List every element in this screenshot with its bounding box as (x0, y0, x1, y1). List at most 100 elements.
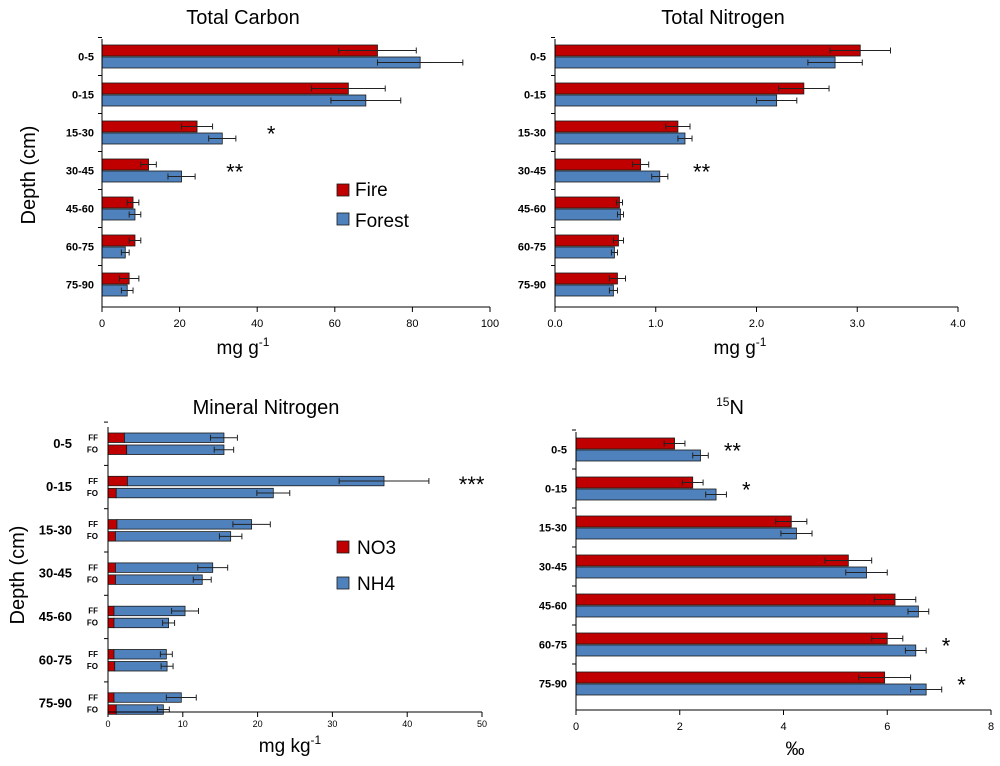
bar-forest (101, 132, 223, 145)
significance-marker: * (742, 478, 751, 503)
x-tick-label: 20 (173, 318, 185, 330)
y-tick-label: 60-75 (66, 242, 94, 254)
y-tick-label: 45-60 (518, 204, 546, 216)
significance-marker: ** (693, 160, 711, 185)
bar-fire (554, 158, 642, 171)
bar-no3 (107, 562, 116, 573)
bar-fire (575, 593, 896, 606)
x-tick-label: 8 (988, 721, 994, 733)
x-axis-label-base: mg g (217, 338, 259, 359)
bar-fire (575, 632, 888, 645)
sub-category-label: FO (87, 489, 98, 498)
chart-title: 15N (716, 395, 744, 419)
bar-forest (575, 566, 867, 579)
bar-forest (101, 94, 367, 107)
bar-no3 (107, 519, 118, 530)
bar-no3 (107, 475, 128, 487)
sub-category-label: FO (87, 446, 98, 455)
legend-swatch-fire (336, 183, 350, 197)
bar-no3 (107, 649, 115, 660)
bar-forest (575, 683, 927, 696)
legend-swatch-no3 (336, 540, 350, 554)
bar-fire (575, 476, 694, 489)
sub-category-label: FF (88, 650, 98, 659)
y-tick-label: 45-60 (66, 204, 94, 216)
bar-forest (575, 605, 919, 618)
bar-forest (554, 284, 614, 297)
x-tick-label: 20 (253, 719, 263, 729)
x-axis-label-sup: -1 (259, 335, 270, 349)
bar-fire (554, 82, 805, 95)
y-tick-label: 45-60 (39, 609, 72, 624)
sub-category-label: FF (88, 693, 98, 702)
x-axis-label: mg g-1 (714, 335, 767, 359)
y-axis-label: Depth (cm) (18, 126, 40, 225)
bar-nh4 (116, 519, 253, 530)
sub-category-label: FO (87, 662, 98, 671)
y-tick-label: 60-75 (518, 242, 546, 254)
chart-title-base: N (729, 397, 743, 419)
x-tick-label: 4 (780, 721, 786, 733)
bar-forest (575, 644, 917, 657)
bar-forest (554, 170, 661, 183)
y-tick-label: 0-15 (524, 90, 546, 102)
y-tick-label: 0-15 (46, 479, 72, 494)
bar-nh4 (115, 704, 164, 715)
sub-category-label: FF (88, 520, 98, 529)
bar-forest (554, 94, 778, 107)
x-tick-label: 60 (329, 318, 341, 330)
chart-title: Mineral Nitrogen (193, 397, 340, 419)
x-tick-label: 0 (99, 318, 105, 330)
legend-swatch-nh4 (336, 576, 350, 590)
significance-marker: * (957, 673, 966, 698)
bar-fire (554, 234, 619, 247)
bar-fire (554, 120, 679, 133)
x-tick-label: 40 (251, 318, 263, 330)
bar-fire (554, 272, 618, 285)
significance-marker: ** (724, 439, 742, 464)
bar-no3 (107, 444, 128, 455)
bar-forest (554, 56, 836, 69)
y-tick-label: 75-90 (66, 280, 94, 292)
x-tick-label: 0 (573, 721, 579, 733)
bar-nh4 (114, 661, 168, 672)
chart-title: Total Carbon (186, 7, 299, 29)
x-axis-label: mg g-1 (217, 335, 270, 359)
bar-fire (575, 437, 675, 450)
sub-category-label: FF (88, 434, 98, 443)
bar-forest (554, 246, 615, 259)
y-tick-label: 75-90 (518, 280, 546, 292)
legend: Fire Forest (336, 180, 410, 232)
y-tick-label: 0-5 (530, 52, 546, 64)
x-tick-label: 4.0 (950, 318, 965, 330)
bar-no3 (107, 704, 117, 715)
y-tick-label: 15-30 (518, 128, 546, 140)
x-tick-label: 40 (402, 719, 412, 729)
y-tick-label: 15-30 (539, 523, 567, 535)
chart-title-sup: 15 (716, 395, 730, 409)
x-tick-label: 2.0 (749, 318, 764, 330)
bar-no3 (107, 574, 116, 585)
sub-category-label: FO (87, 532, 98, 541)
sub-category-label: FF (88, 607, 98, 616)
y-tick-label: 30-45 (539, 562, 567, 574)
bar-no3 (107, 661, 116, 672)
total-carbon-chart: Total Carbon Depth (cm) mg g-1 0 20 40 60 80… (18, 7, 499, 359)
legend: NO3 NH4 (336, 538, 396, 595)
bar-no3 (107, 605, 115, 617)
legend-label-forest: Forest (355, 211, 410, 232)
y-tick-label: 0-5 (78, 52, 94, 64)
y-tick-label: 60-75 (539, 640, 567, 652)
y-tick-label: 0-15 (545, 484, 567, 496)
y-tick-label: 30-45 (66, 166, 94, 178)
bar-nh4 (115, 531, 232, 542)
bar-no3 (107, 432, 125, 443)
bar-fire (554, 196, 620, 209)
y-tick-label: 15-30 (66, 128, 94, 140)
sub-category-label: FO (87, 705, 98, 714)
y-tick-label: 15-30 (39, 522, 72, 537)
mineral-nitrogen-chart: Mineral Nitrogen Depth (cm) mg kg-1 0 10 2… (7, 397, 487, 757)
y-tick-label: 30-45 (39, 566, 72, 581)
chart-title: Total Nitrogen (661, 7, 784, 29)
